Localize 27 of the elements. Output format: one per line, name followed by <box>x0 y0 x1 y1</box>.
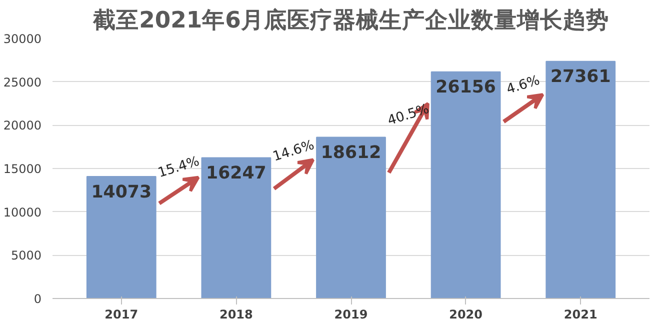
annotation: 4.6% <box>504 73 542 98</box>
annotation: 40.5% <box>386 102 431 129</box>
y-tick-label: 30000 <box>3 32 42 46</box>
annotation: 15.4% <box>156 154 202 182</box>
data-label: 18612 <box>320 142 382 163</box>
annotation: 14.6% <box>271 138 316 165</box>
x-tick-label: 2019 <box>334 308 368 321</box>
bar <box>201 157 272 298</box>
bar <box>546 60 616 298</box>
data-label: 14073 <box>91 182 152 202</box>
y-tick-label: 20000 <box>3 118 42 133</box>
x-tick-label: 2017 <box>104 308 138 321</box>
y-tick-label: 5000 <box>10 248 42 263</box>
chart-title: 截至2021年6月底医疗器械生产企业数量增长趋势 <box>92 6 609 34</box>
x-tick-label: 2021 <box>564 308 598 321</box>
x-tick-label: 2020 <box>449 308 483 321</box>
y-tick-label: 10000 <box>3 205 42 220</box>
bar <box>430 71 501 298</box>
y-tick-label: 25000 <box>3 75 42 90</box>
x-tick-label: 2018 <box>219 308 253 321</box>
y-tick-label: 0 <box>34 292 42 306</box>
bar <box>86 176 156 298</box>
bar <box>316 136 386 298</box>
y-tick-label: 15000 <box>3 162 42 176</box>
data-label: 26156 <box>436 78 496 98</box>
data-label: 16247 <box>206 163 266 184</box>
data-label: 27361 <box>550 67 611 88</box>
